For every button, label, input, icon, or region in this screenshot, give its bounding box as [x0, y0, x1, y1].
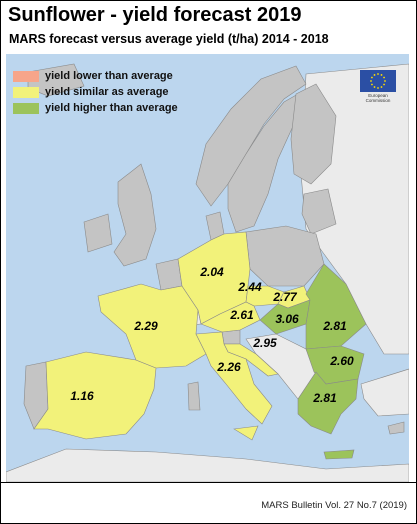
land-benelux	[155, 258, 183, 291]
value-france: 2.29	[134, 319, 158, 333]
eu-stars-icon	[370, 73, 386, 89]
legend-swatch	[13, 70, 39, 82]
footer-source: MARS Bulletin Vol. 27 No.7 (2019)	[261, 500, 407, 511]
eu-star	[384, 80, 386, 82]
eu-flag-icon	[360, 70, 396, 92]
eu-star	[373, 74, 376, 76]
legend-item-higher: yield higher than average	[13, 102, 178, 114]
value-croatia: 2.95	[253, 336, 277, 350]
logo-line2: Commission	[366, 98, 391, 103]
value-czechia: 2.44	[238, 280, 262, 294]
region-sicily-shape	[233, 425, 259, 441]
region-greece-shape	[297, 371, 359, 435]
land-cyprus	[387, 421, 405, 435]
map-subtitle: MARS forecast versus average yield (t/ha…	[9, 32, 329, 46]
value-greece: 2.81	[313, 391, 337, 405]
legend-swatch	[13, 86, 39, 98]
value-slovakia: 2.77	[273, 290, 297, 304]
eu-star	[380, 74, 383, 76]
legend-label: yield higher than average	[45, 102, 178, 114]
europe-map	[6, 54, 409, 482]
eu-star	[370, 80, 372, 82]
map-title: Sunflower - yield forecast 2019	[8, 4, 302, 26]
legend-item-lower: yield lower than average	[13, 70, 173, 82]
region-crete-shape	[323, 449, 355, 460]
legend-item-similar: yield similar as average	[13, 86, 169, 98]
land-sardinia	[187, 381, 201, 411]
land-poland	[245, 225, 325, 287]
land-slovenia	[221, 329, 241, 345]
land-baltics	[301, 188, 337, 235]
eu-star	[377, 87, 379, 89]
land-sweden	[227, 93, 299, 233]
eu-star	[383, 76, 385, 79]
value-austria: 2.61	[230, 308, 254, 322]
map-area	[6, 54, 409, 482]
region-italy-shape	[195, 331, 273, 425]
region-spain-shape	[33, 351, 157, 440]
value-germany: 2.04	[200, 265, 224, 279]
value-italy: 2.26	[217, 360, 241, 374]
land-norway	[195, 65, 307, 207]
land-iceland	[27, 63, 85, 97]
value-romania: 2.81	[323, 319, 347, 333]
land-turkey	[360, 368, 409, 417]
european-commission-logo: European Commission	[354, 69, 402, 103]
eu-star	[371, 83, 373, 86]
eu-star	[383, 83, 385, 86]
value-bulgaria: 2.60	[330, 354, 354, 368]
eu-star	[380, 86, 383, 88]
eu-star	[373, 86, 376, 88]
eu-star	[377, 73, 379, 75]
legend-label: yield similar as average	[45, 86, 169, 98]
land-ireland	[83, 213, 113, 253]
value-hungary: 3.06	[275, 312, 299, 326]
legend-swatch	[13, 102, 39, 114]
land-north-africa	[6, 448, 409, 482]
value-spain: 1.16	[70, 389, 94, 403]
legend-label: yield lower than average	[45, 70, 173, 82]
eu-star	[371, 76, 373, 79]
land-uk	[113, 163, 157, 267]
logo-line1: European	[368, 93, 388, 98]
footer-divider	[1, 482, 416, 483]
land-finland	[290, 83, 337, 185]
region-austria-shape	[200, 301, 261, 333]
